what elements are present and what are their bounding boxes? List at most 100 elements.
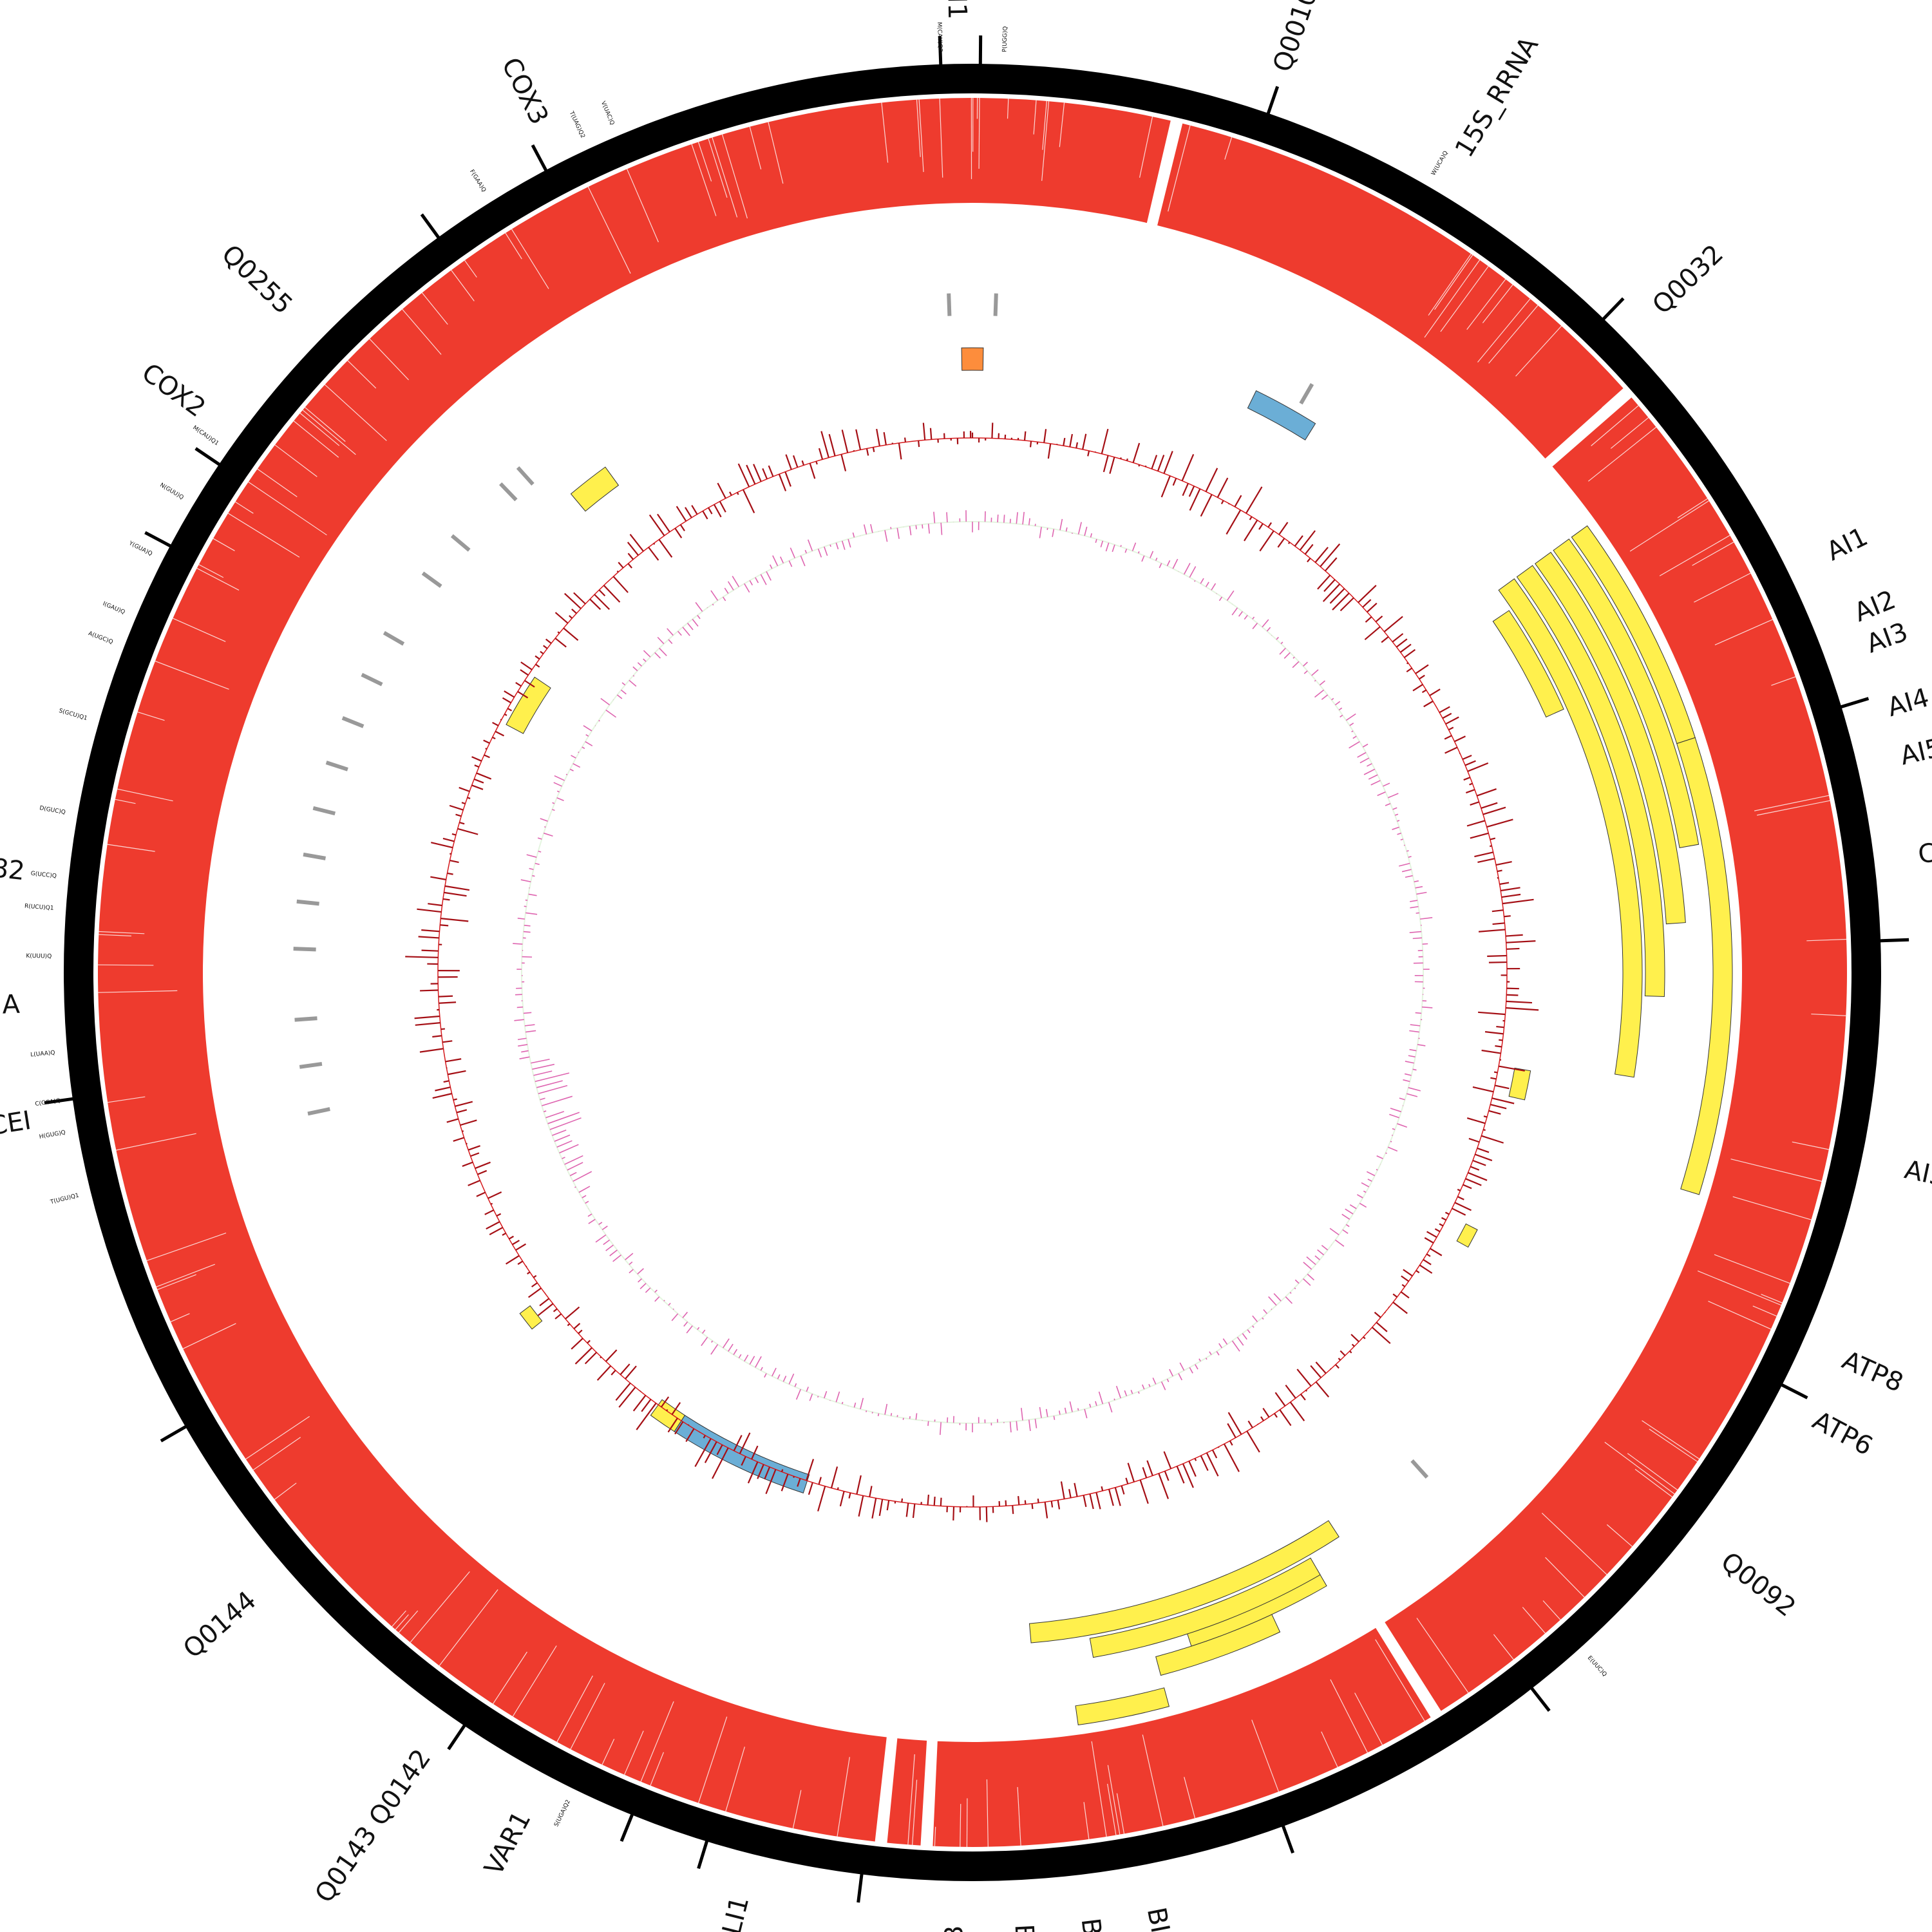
coverage-dip	[749, 126, 762, 170]
gc-skew-bar	[1109, 457, 1115, 474]
gc-content-bar	[545, 1111, 565, 1119]
gc-content-bar	[523, 1012, 532, 1014]
gc-skew-bar	[1320, 543, 1341, 567]
gc-content-bar	[595, 1234, 607, 1243]
gc-skew-bar	[473, 778, 484, 784]
gc-skew-bar	[1227, 1423, 1236, 1438]
gc-content-bar	[1059, 518, 1063, 531]
coverage-dip	[1591, 405, 1639, 446]
gc-content-bar	[1410, 900, 1418, 902]
gc-skew-bar	[1482, 806, 1506, 815]
gc-content-bar	[1294, 1287, 1296, 1289]
gc-content-bar	[1367, 762, 1372, 767]
gc-skew-bar	[1060, 1481, 1065, 1499]
gc-content-bar	[692, 618, 699, 627]
gc-skew-bar	[627, 563, 632, 569]
gc-skew-bar	[1315, 1361, 1327, 1374]
gc-skew-bar	[1151, 455, 1158, 469]
coverage-dip	[960, 1804, 961, 1847]
gc-skew-bar	[1176, 1466, 1185, 1484]
gc-skew-bar	[751, 1445, 759, 1460]
gc-skew-bar	[1160, 475, 1171, 498]
coverage-dip	[601, 1738, 615, 1765]
gc-content-bar	[1045, 1408, 1048, 1417]
trna-label-n-guu: N(GUU)Q	[158, 482, 184, 502]
gc-content-bar	[637, 1268, 644, 1274]
gc-skew-bar	[1029, 440, 1032, 448]
gc-skew-bar	[1468, 1137, 1480, 1143]
gc-skew-bar	[632, 1395, 647, 1412]
gc-content-bar	[1377, 791, 1386, 797]
gc-content-bar	[1084, 1408, 1088, 1419]
gene-label-15s-rrna: 15S_RRNA	[1450, 32, 1544, 163]
gc-skew-bar	[1488, 961, 1507, 963]
gc-content-bar	[760, 1367, 763, 1371]
gc-skew-bar	[448, 1070, 466, 1075]
gene-tick	[531, 144, 549, 173]
trna-tick	[1410, 1459, 1429, 1479]
gc-content-bar	[817, 548, 822, 558]
gc-content-bar	[1124, 548, 1128, 553]
gc-skew-bar	[818, 448, 824, 460]
gc-content-bar	[863, 524, 867, 535]
gc-content-bar	[540, 1097, 545, 1101]
gc-skew-bar	[432, 1035, 442, 1038]
gc-content-bar	[518, 1044, 528, 1047]
gc-skew-bar	[533, 1274, 537, 1278]
gc-skew-bar	[569, 615, 573, 619]
gene-label-oli1: OLI1	[712, 1893, 755, 1932]
trna-label-v-uac: V(UAC)Q	[600, 100, 615, 126]
gc-skew-bar	[828, 433, 836, 457]
coverage-dip	[451, 270, 475, 301]
gc-skew-bar	[1488, 1110, 1501, 1115]
gc-content-bar	[1108, 1401, 1113, 1413]
gc-content-bar	[559, 1144, 579, 1153]
coverage-dip	[1416, 1618, 1469, 1693]
gc-skew-bar	[1024, 1500, 1027, 1505]
gc-skew-bar	[1506, 934, 1523, 937]
coverage-dip	[1714, 1254, 1790, 1284]
gc-content-bar	[1329, 1227, 1340, 1236]
gc-skew-bar	[1340, 597, 1354, 612]
coverage-dip	[245, 1416, 310, 1460]
coverage-dip	[137, 712, 165, 721]
gc-skew-bar	[1294, 535, 1303, 547]
gc-skew-bar	[1146, 1460, 1153, 1476]
gc-content-bar	[632, 666, 638, 672]
gene-label-bi2: BI2	[1141, 1905, 1178, 1932]
gc-content-bar	[1408, 1087, 1421, 1092]
gc-skew-bar	[719, 500, 726, 513]
gc-skew-bar	[784, 471, 791, 487]
gc-content-bar	[654, 1296, 660, 1302]
gc-skew-bar	[952, 1506, 955, 1520]
gc-skew-bar	[1424, 1237, 1434, 1244]
coverage-dip	[1107, 1783, 1117, 1835]
gc-content-bar	[544, 832, 553, 837]
trna-label-e-uuc: E(UUC)Q	[1586, 1655, 1608, 1678]
gc-skew-bar	[704, 1441, 717, 1463]
coverage-dip	[1224, 137, 1233, 160]
gc-skew-bar	[1401, 1275, 1410, 1282]
gene-label-q0143-q0142: Q0143 Q0142	[309, 1744, 437, 1908]
gc-content-bar	[1172, 558, 1179, 569]
gc-skew-bar	[1332, 592, 1350, 611]
gc-content-bar	[697, 1327, 700, 1331]
trna-label-s-gcu-q1: S(GCU)Q1	[58, 708, 88, 722]
coverage-dip	[173, 618, 226, 642]
gene-tick	[620, 1812, 634, 1842]
coverage-dip	[1091, 1741, 1107, 1837]
gc-content-bar	[744, 1354, 749, 1362]
gc-content-bar	[824, 1391, 828, 1399]
gc-content-bar	[1266, 627, 1271, 632]
gc-content-bar	[1124, 1390, 1128, 1397]
coverage-dip	[1251, 1719, 1279, 1792]
gc-content-bar	[1195, 1364, 1198, 1370]
feature-block	[1089, 1557, 1321, 1658]
gc-skew-bar	[1018, 1496, 1020, 1505]
gc-skew-bar	[1289, 1401, 1305, 1421]
gc-content-bar	[616, 694, 623, 699]
gc-content-bar	[562, 1157, 565, 1159]
gc-skew-bar	[1481, 802, 1498, 809]
gc-content-bar	[582, 746, 585, 750]
gc-skew-bar	[502, 697, 511, 704]
